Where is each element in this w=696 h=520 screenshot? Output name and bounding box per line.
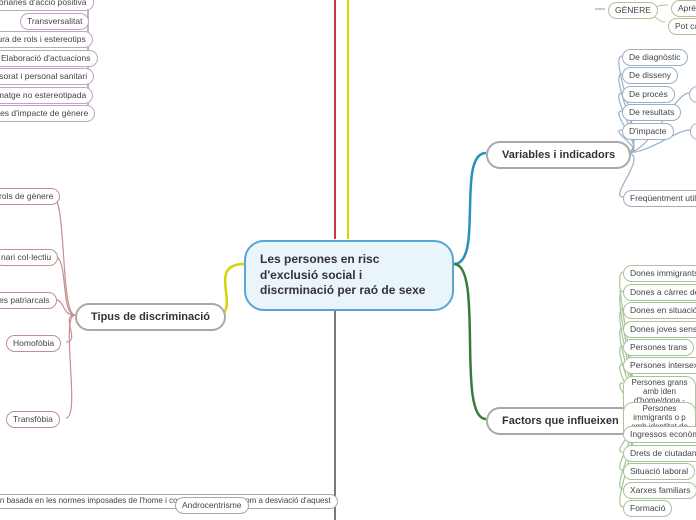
top-right-leaf: Aprés [671, 0, 696, 17]
leaf: Drets de ciutadania [623, 445, 696, 462]
leaf: Formació [623, 500, 672, 517]
top-left-leaf: tura de rols i estereotips [0, 31, 93, 48]
leaf: Homofòbia [6, 335, 61, 352]
leaf: Ingressos econòmics [623, 426, 696, 443]
leaf: Dones en situació d'atur [623, 302, 696, 319]
leaf: nari col·lectiu [0, 249, 58, 266]
top-left-leaf: imatge no estereotipada [0, 87, 93, 104]
bottom-leaf: nón basada en les normes imposades de l'… [0, 494, 338, 509]
branch-factors: Factors que influeixen [486, 407, 635, 435]
branch-variables: Variables i indicadors [486, 141, 631, 169]
top-right-leaf: GÈNERE [608, 2, 658, 19]
leaf: De diagnòstic [622, 49, 688, 66]
leaf: es patriarcals [0, 292, 57, 309]
top-right-leaf: Pot can [668, 18, 696, 35]
leaf: rols de gènere [0, 188, 60, 205]
leaf: Dones immigrants no com [623, 265, 696, 282]
leaf: Dones a càrrec de famílies [623, 284, 696, 301]
leaf: A [689, 86, 696, 103]
top-left-leaf: ssorat i personal sanitari [0, 68, 94, 85]
top-left-leaf: Transversalitat [20, 13, 89, 30]
top-left-leaf: mes d'impacte de gènere [0, 105, 95, 122]
leaf: De disseny [622, 67, 678, 84]
bottom-leaf: Androcentrisme [175, 497, 249, 514]
top-left-leaf: Elaboració d'actuacions [0, 50, 98, 67]
branch-tipus: Tipus de discriminació [75, 303, 226, 331]
leaf: De procés [622, 86, 675, 103]
leaf: Xarxes familiars [623, 482, 696, 499]
leaf: D'impacte [622, 123, 674, 140]
leaf: Persones trans [623, 339, 694, 356]
leaf: Persones intersex [623, 357, 696, 374]
leaf: Situació laboral [623, 463, 695, 480]
leaf: Transfòbia [6, 411, 60, 428]
center-node: Les persones en risc d'exclusió social i… [244, 240, 454, 311]
top-left-leaf: ionàries d'acció positiva [0, 0, 94, 11]
leaf: I [690, 123, 696, 140]
leaf: De resultats [622, 104, 681, 121]
leaf: Dones joves sense qualif [623, 321, 696, 338]
leaf: Freqüentment utilitzats [623, 190, 696, 207]
